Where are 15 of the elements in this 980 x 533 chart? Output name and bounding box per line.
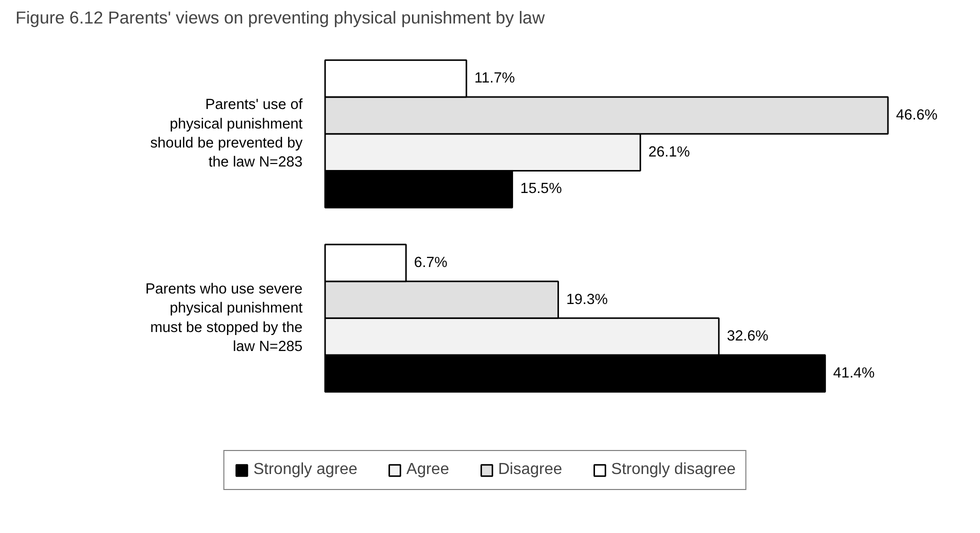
y-tick-label: Parents' use of physical punishment should be prevented by the law N=283 — [150, 97, 304, 171]
data-label: 41.4% — [833, 365, 875, 382]
chart-title: Figure 6.12 Parents' views on preventing physical punishment by law — [16, 8, 546, 28]
y-tick-label: Parents who use severe physical punishment must be stopped by the law N=285 — [145, 281, 303, 355]
legend-label: Strongly disagree — [611, 461, 736, 479]
data-label: 11.7% — [474, 70, 515, 87]
legend-label: Agree — [406, 461, 450, 479]
data-label: 6.7% — [414, 254, 448, 271]
data-label: 32.6% — [726, 328, 768, 345]
legend-label: Disagree — [498, 461, 562, 479]
data-label: 19.3% — [566, 292, 608, 308]
data-label: 26.1% — [648, 144, 690, 160]
legend-label: Strongly agree — [253, 461, 358, 479]
data-label: 46.6% — [896, 107, 938, 124]
data-label: 15.5% — [520, 181, 562, 198]
